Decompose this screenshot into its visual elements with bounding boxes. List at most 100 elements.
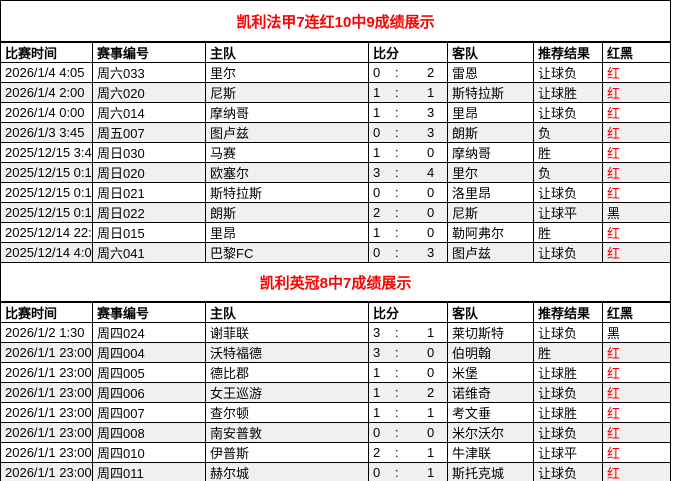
home-team-cell: 朗斯 xyxy=(205,202,369,223)
score-cell: 0:0 xyxy=(368,422,448,443)
match-row: 2026/1/1 23:00 周四010 伊普斯 2:1 牛津联 让球平红 xyxy=(0,442,672,463)
home-team-cell: 赫尔城 xyxy=(205,462,369,481)
score-cell: 3:4 xyxy=(368,162,448,183)
match-time-cell: 2026/1/1 23:00 xyxy=(0,462,93,481)
match-time-cell: 2026/1/4 2:00 xyxy=(0,82,93,103)
match-number-cell: 周五007 xyxy=(92,122,206,143)
score-value: 0:2 xyxy=(373,65,435,80)
table-title-row: 凯利法甲7连红10中9成绩展示 xyxy=(0,0,671,43)
match-time-cell: 2026/1/1 23:00 xyxy=(0,382,93,403)
score-value: 1:2 xyxy=(373,385,435,400)
match-row: 2025/12/15 0:15 周日020 欧塞尔 3:4 里尔负红 xyxy=(0,162,671,183)
match-number-cell: 周日021 xyxy=(92,182,206,203)
away-team-cell: 伯明翰 xyxy=(447,342,534,363)
column-header-recommendation: 推荐结果 xyxy=(533,41,603,63)
recommendation-cell: 让球胜 xyxy=(533,362,603,383)
recommendation-cell: 让球平 xyxy=(533,442,603,463)
score-value: 1:1 xyxy=(373,85,435,100)
score-cell: 3:1 xyxy=(368,322,448,343)
match-number-cell: 周四007 xyxy=(92,402,206,423)
match-number-cell: 周四005 xyxy=(92,362,206,383)
recommendation-cell: 让球平 xyxy=(533,202,603,223)
match-time-cell: 2025/12/14 22:00 xyxy=(0,222,93,243)
away-team-cell: 考文垂 xyxy=(447,402,534,423)
result-cell: 红 xyxy=(601,402,672,423)
result-cell: 红 xyxy=(601,382,672,403)
match-time-cell: 2025/12/15 0:15 xyxy=(0,162,93,183)
away-team-cell: 图卢兹 xyxy=(447,242,534,263)
match-row: 2026/1/1 23:00 周四005 德比郡 1:0 米堡 让球胜红 xyxy=(0,362,672,383)
column-header-score: 比分 xyxy=(368,301,448,323)
score-value: 1:0 xyxy=(373,145,435,160)
home-team-cell: 马赛 xyxy=(205,142,369,163)
column-header-score: 比分 xyxy=(368,41,448,63)
recommendation-cell: 负 xyxy=(533,162,603,183)
score-cell: 1:0 xyxy=(368,222,448,243)
match-time-cell: 2025/12/14 4:05 xyxy=(0,242,93,263)
score-cell: 1:1 xyxy=(368,82,448,103)
result-cell: 红 xyxy=(602,122,671,143)
score-value: 0:3 xyxy=(373,245,435,260)
result-cell: 红 xyxy=(602,62,671,83)
championship-results-table: 凯利英冠8中7成绩展示 比赛时间 赛事编号 主队 比分 客队 推荐结果 红黑 2… xyxy=(0,262,672,481)
column-header-home-team: 主队 xyxy=(205,41,369,63)
match-number-cell: 周四004 xyxy=(92,342,206,363)
match-time-cell: 2026/1/1 23:00 xyxy=(0,362,93,383)
match-time-cell: 2026/1/1 23:00 xyxy=(0,342,93,363)
result-cell: 红 xyxy=(601,462,672,481)
result-cell: 红 xyxy=(602,82,671,103)
match-number-cell: 周六014 xyxy=(92,102,206,123)
score-value: 1:3 xyxy=(373,105,435,120)
score-value: 3:4 xyxy=(373,165,435,180)
away-team-cell: 斯特拉斯 xyxy=(447,82,534,103)
score-value: 0:3 xyxy=(373,125,435,140)
recommendation-cell: 让球负 xyxy=(533,322,603,343)
score-cell: 1:3 xyxy=(368,102,448,123)
match-number-cell: 周日030 xyxy=(92,142,206,163)
result-cell: 红 xyxy=(602,182,671,203)
home-team-cell: 斯特拉斯 xyxy=(205,182,369,203)
away-team-cell: 勒阿弗尔 xyxy=(447,222,534,243)
column-header-match-number: 赛事编号 xyxy=(92,41,206,63)
home-team-cell: 里尔 xyxy=(205,62,369,83)
score-cell: 2:1 xyxy=(368,442,448,463)
match-row: 2025/12/15 3:45 周日030 马赛 1:0 摩纳哥胜红 xyxy=(0,142,671,163)
recommendation-cell: 胜 xyxy=(533,142,603,163)
match-row: 2026/1/1 23:00 周四008 南安普敦 0:0 米尔沃尔 让球负红 xyxy=(0,422,672,443)
result-cell: 红 xyxy=(601,442,672,463)
match-row: 2026/1/1 23:00 周四004 沃特福德 3:0 伯明翰胜红 xyxy=(0,342,672,363)
away-team-cell: 朗斯 xyxy=(447,122,534,143)
home-team-cell: 德比郡 xyxy=(205,362,369,383)
home-team-cell: 图卢兹 xyxy=(205,122,369,143)
recommendation-cell: 让球胜 xyxy=(533,82,603,103)
result-cell: 红 xyxy=(602,222,671,243)
match-row: 2025/12/15 0:15 周日022 朗斯 2:0 尼斯 让球平黑 xyxy=(0,202,671,223)
match-number-cell: 周四010 xyxy=(92,442,206,463)
table-title: 凯利法甲7连红10中9成绩展示 xyxy=(0,0,671,43)
column-header-result: 红黑 xyxy=(602,41,671,63)
recommendation-cell: 让球负 xyxy=(533,462,603,481)
match-number-cell: 周日015 xyxy=(92,222,206,243)
match-time-cell: 2026/1/1 23:00 xyxy=(0,442,93,463)
match-time-cell: 2026/1/1 23:00 xyxy=(0,422,93,443)
score-cell: 1:2 xyxy=(368,382,448,403)
home-team-cell: 伊普斯 xyxy=(205,442,369,463)
table-body: 2026/1/2 1:30 周四024 谢菲联 3:1 莱切斯特 让球负黑 2026/1/1… xyxy=(0,322,672,481)
score-value: 0:1 xyxy=(373,465,435,480)
result-cell: 红 xyxy=(601,342,672,363)
score-cell: 0:1 xyxy=(368,462,448,481)
recommendation-cell: 让球负 xyxy=(533,182,603,203)
match-time-cell: 2026/1/4 0:00 xyxy=(0,102,93,123)
score-cell: 0:2 xyxy=(368,62,448,83)
table-body: 2026/1/4 4:05 周六033 里尔 0:2 雷恩 让球负红 2026/1/4 2:… xyxy=(0,62,671,263)
away-team-cell: 斯托克城 xyxy=(447,462,534,481)
away-team-cell: 牛津联 xyxy=(447,442,534,463)
recommendation-cell: 让球负 xyxy=(533,382,603,403)
recommendation-cell: 让球负 xyxy=(533,62,603,83)
score-value: 0:0 xyxy=(373,425,435,440)
result-cell: 黑 xyxy=(601,322,672,343)
table-title: 凯利英冠8中7成绩展示 xyxy=(0,262,672,303)
score-value: 2:0 xyxy=(373,205,435,220)
match-row: 2026/1/1 23:00 周四011 赫尔城 0:1 斯托克城 让球负红 xyxy=(0,462,672,481)
